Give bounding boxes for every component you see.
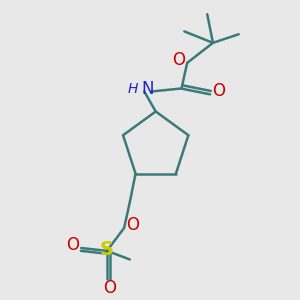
Text: O: O (212, 82, 225, 100)
Text: H: H (128, 82, 138, 96)
Text: N: N (141, 80, 153, 98)
Text: O: O (103, 279, 116, 297)
Text: O: O (66, 236, 79, 254)
Text: O: O (172, 51, 185, 69)
Text: O: O (126, 216, 139, 234)
Text: S: S (100, 240, 114, 259)
